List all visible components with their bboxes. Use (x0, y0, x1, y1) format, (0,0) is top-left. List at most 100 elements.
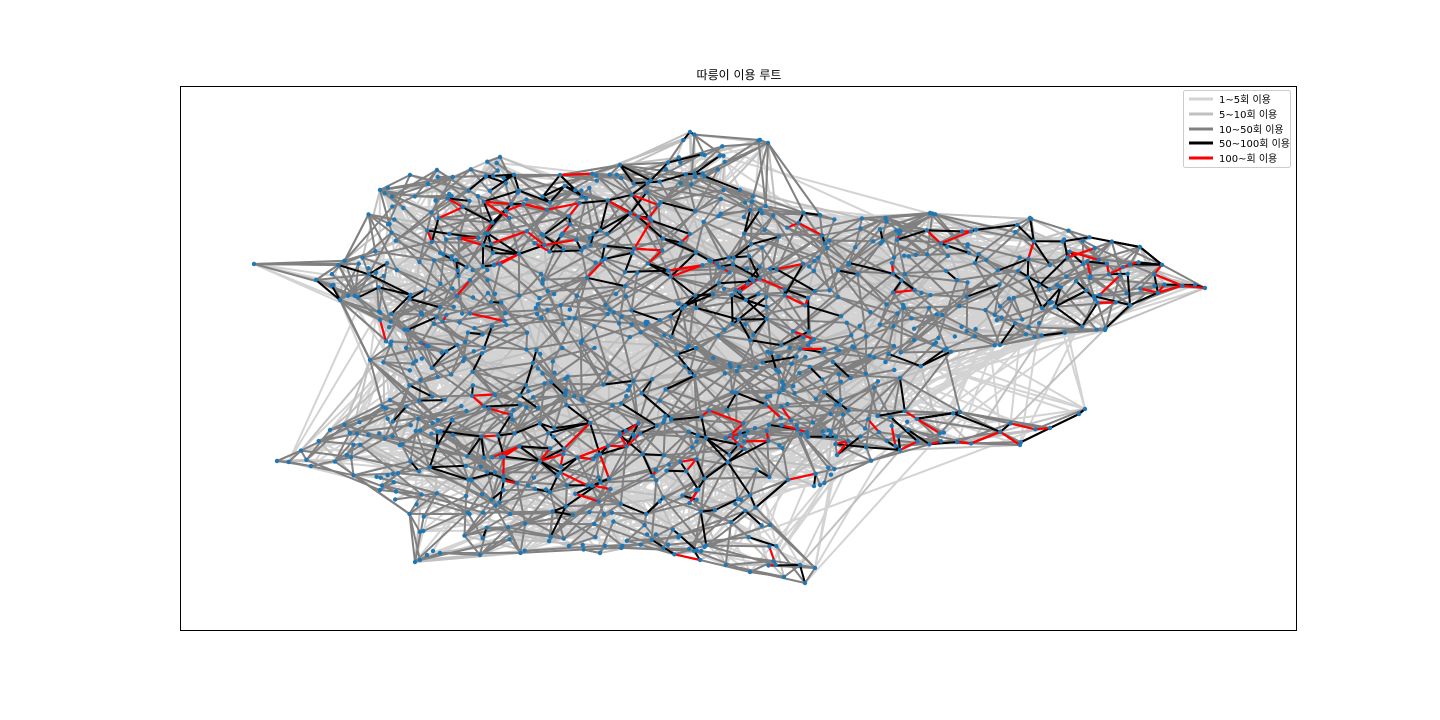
route-edge-10-50 (567, 536, 597, 547)
route-edge-10-50 (420, 316, 438, 344)
route-edge-10-50 (479, 526, 510, 556)
route-edge-10-50 (389, 287, 454, 323)
station-node (579, 194, 585, 199)
station-node (889, 423, 894, 429)
route-edge-10-50 (329, 399, 391, 431)
route-edge-50-100 (551, 510, 574, 517)
route-edge-50-100 (624, 251, 634, 273)
route-edge-100-plus (1027, 240, 1035, 261)
station-node (648, 178, 653, 183)
station-node (566, 214, 572, 219)
route-edge-10-50 (765, 428, 799, 432)
route-edge-10-50 (812, 315, 843, 341)
route-edge-10-50 (630, 294, 697, 312)
station-node (480, 243, 486, 248)
route-edge-10-50 (878, 313, 938, 326)
station-node (385, 473, 390, 478)
route-edge-50-100 (408, 384, 434, 398)
route-edge-10-50 (457, 237, 484, 268)
route-edge-10-50 (965, 281, 969, 333)
route-edge-50-100 (1126, 272, 1131, 306)
route-edge-10-50 (546, 290, 565, 325)
route-edge-10-50 (408, 512, 421, 561)
station-node (378, 475, 383, 480)
route-edge-50-100 (496, 413, 512, 437)
route-edge-10-50 (315, 273, 370, 281)
station-node (779, 423, 784, 428)
route-edge-100-plus (504, 202, 525, 213)
station-node (877, 322, 882, 327)
station-node (648, 218, 654, 223)
route-edge-50-100 (752, 318, 768, 336)
route-edge-10-50 (615, 173, 697, 213)
station-node (680, 493, 685, 498)
route-edge-50-100 (461, 206, 494, 224)
route-edge-100-plus (780, 405, 793, 422)
route-edge-10-50 (625, 295, 642, 334)
route-edge-100-plus (729, 422, 745, 437)
station-node (550, 359, 555, 364)
station-node (390, 434, 395, 439)
route-edge-10-50 (387, 174, 411, 226)
route-edge-10-50 (552, 404, 614, 438)
station-node (407, 368, 412, 373)
route-edge-50-100 (807, 296, 810, 333)
station-node (730, 390, 735, 395)
route-edge-10-50 (606, 199, 636, 250)
route-edge-10-50 (519, 548, 585, 554)
route-edge-50-100 (743, 208, 762, 235)
station-node (698, 509, 703, 514)
route-edge-50-100 (750, 235, 780, 246)
route-edge-5-10 (799, 449, 901, 566)
station-node (766, 563, 771, 568)
route-edge-10-50 (630, 271, 639, 312)
station-node (488, 241, 494, 246)
route-edge-50-100 (945, 270, 958, 282)
station-node (745, 429, 750, 434)
route-edge-5-10 (536, 407, 591, 424)
station-node (472, 326, 477, 331)
route-edge-50-100 (367, 273, 412, 296)
route-edge-10-50 (448, 182, 507, 235)
route-edge-10-50 (533, 242, 565, 251)
route-edge-10-50 (517, 253, 544, 285)
station-node (1180, 283, 1185, 288)
route-edge-10-50 (865, 446, 873, 462)
route-edge-10-50 (403, 328, 418, 362)
station-node (551, 434, 556, 440)
route-edge-10-50 (892, 270, 948, 275)
station-node (389, 230, 394, 235)
route-edge-10-50 (430, 211, 448, 241)
route-edge-50-100 (409, 460, 421, 473)
route-edge-10-50 (670, 335, 690, 347)
route-edge-10-50 (611, 511, 674, 531)
route-edge-10-50 (805, 391, 826, 433)
route-edge-10-50 (253, 259, 346, 265)
station-node (754, 467, 759, 472)
route-edge-50-100 (619, 164, 635, 185)
route-edge-10-50 (1012, 286, 1062, 299)
route-edge-100-plus (866, 418, 881, 434)
station-node (727, 270, 732, 275)
station-node (1136, 260, 1141, 265)
route-edge-10-50 (721, 142, 769, 148)
route-edge-50-100 (659, 201, 697, 213)
route-edge-10-50 (414, 430, 431, 469)
route-edge-50-100 (619, 502, 648, 515)
route-edge-10-50 (670, 391, 734, 421)
station-node (759, 211, 765, 216)
route-edge-50-100 (670, 307, 684, 338)
route-edge-10-50 (669, 315, 678, 356)
route-edge-10-50 (463, 357, 521, 397)
route-edge-10-50 (734, 502, 771, 526)
route-edge-10-50 (847, 409, 906, 413)
route-edge-10-50 (896, 238, 969, 246)
station-node (944, 268, 949, 274)
route-edge-5-10 (582, 335, 673, 402)
station-node (1079, 324, 1085, 329)
station-node (972, 260, 978, 266)
route-edge-50-100 (598, 445, 628, 456)
route-edge-100-plus (786, 472, 817, 481)
route-edge-10-50 (420, 493, 485, 514)
route-edge-10-50 (567, 513, 605, 547)
